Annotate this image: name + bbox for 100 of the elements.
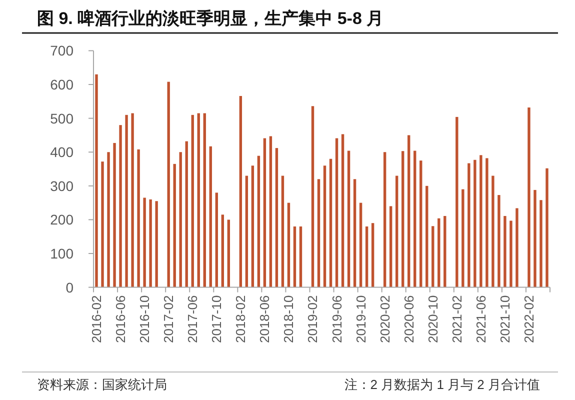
bar	[269, 136, 272, 288]
bar	[227, 220, 230, 288]
x-tick-label: 2022-02	[521, 295, 536, 344]
bar	[119, 125, 122, 288]
x-tick-label: 2018-02	[233, 295, 248, 344]
bar	[299, 226, 302, 288]
bar	[528, 107, 530, 288]
bar	[209, 146, 212, 288]
x-tick-label: 2016-02	[89, 295, 104, 344]
bar	[510, 220, 512, 288]
bar	[245, 176, 248, 288]
x-tick-label: 2021-06	[473, 295, 488, 344]
bar	[179, 152, 182, 288]
bar	[317, 179, 320, 288]
bar	[281, 176, 284, 288]
text: 注：2 月数据为 1 月与 2 月合计值	[344, 377, 540, 392]
bar	[215, 192, 218, 288]
bar	[420, 160, 422, 288]
bar	[426, 186, 428, 288]
x-tick-label: 2018-06	[257, 295, 272, 344]
bar	[137, 149, 140, 288]
bar	[546, 168, 548, 288]
bar	[492, 176, 494, 288]
bar	[293, 226, 296, 288]
bar	[239, 96, 242, 288]
bar	[389, 206, 392, 288]
bar	[474, 160, 476, 288]
bar	[371, 223, 374, 288]
bar	[480, 155, 482, 288]
x-tick-label: 2021-02	[449, 295, 464, 344]
bar	[221, 214, 224, 288]
bar	[335, 138, 338, 288]
bar	[407, 135, 410, 288]
bar	[329, 158, 332, 288]
x-tick-label: 2020-10	[425, 295, 440, 344]
y-tick-label: 400	[50, 144, 74, 160]
bar	[257, 156, 260, 288]
bar	[143, 198, 146, 288]
bar	[383, 152, 386, 288]
bar	[456, 116, 458, 288]
bar	[414, 150, 416, 288]
bar	[107, 152, 110, 288]
bar	[353, 179, 356, 288]
x-tick-label: 2017-06	[185, 295, 200, 344]
bar	[287, 202, 290, 288]
bar	[498, 195, 500, 288]
x-tick-label: 2017-02	[161, 295, 176, 344]
bar	[125, 114, 128, 288]
bar	[173, 164, 176, 288]
bar	[438, 218, 440, 288]
bar	[263, 138, 266, 288]
bar	[185, 141, 188, 288]
bar	[341, 134, 344, 288]
bar	[167, 82, 170, 288]
bar	[432, 226, 434, 288]
bar	[468, 163, 470, 288]
y-tick-label: 200	[50, 212, 74, 228]
bar	[113, 142, 116, 288]
y-tick-label: 300	[50, 178, 74, 194]
bar	[486, 158, 488, 288]
bar	[359, 202, 362, 288]
x-tick-label: 2016-10	[137, 295, 152, 344]
x-tick-label: 2017-10	[209, 295, 224, 344]
bar	[504, 216, 506, 288]
bar	[203, 113, 206, 288]
bar	[149, 199, 152, 288]
bar	[197, 113, 200, 288]
x-tick-label: 2016-06	[113, 295, 128, 344]
bar	[95, 74, 98, 288]
bar	[323, 166, 326, 288]
y-tick-label: 0	[66, 279, 74, 296]
bar	[131, 113, 134, 288]
bar	[365, 226, 368, 288]
bar	[401, 151, 404, 288]
text: 资料来源：国家统计局	[37, 377, 167, 392]
x-tick-label: 2020-02	[377, 295, 392, 344]
bar	[275, 148, 278, 288]
bar	[540, 200, 542, 288]
bar	[462, 189, 464, 288]
bar	[347, 150, 350, 288]
y-tick-label: 700	[50, 42, 74, 59]
y-tick-label: 100	[50, 246, 74, 262]
x-tick-label: 2021-10	[497, 295, 512, 344]
bar	[155, 201, 158, 288]
x-tick-label: 2019-06	[329, 295, 344, 344]
y-tick-label: 500	[50, 110, 74, 126]
bar	[534, 190, 536, 288]
x-tick-label: 2019-10	[353, 295, 368, 344]
bar	[444, 216, 446, 288]
bar	[395, 176, 398, 288]
x-tick-label: 2018-10	[281, 295, 296, 344]
x-tick-label: 2019-02	[305, 295, 320, 344]
bar	[251, 166, 254, 288]
bar	[311, 106, 314, 288]
bar	[191, 114, 194, 288]
x-tick-label: 2020-06	[401, 295, 416, 344]
bar	[516, 208, 518, 288]
chart-title: 图 9. 啤酒行业的淡旺季明显，生产集中 5-8 月	[37, 9, 384, 28]
y-tick-label: 600	[50, 76, 74, 92]
bar	[101, 162, 104, 288]
